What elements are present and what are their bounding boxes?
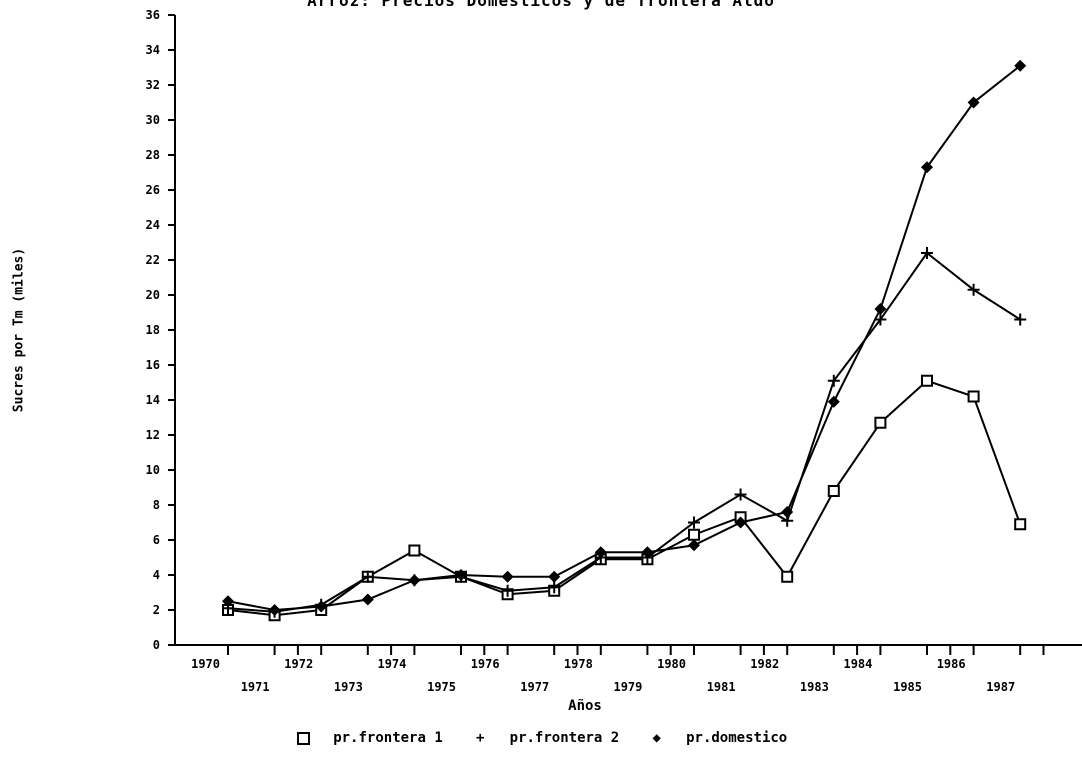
series-3 [222,59,1027,616]
series-line [227,379,1022,617]
y-tick-label: 26 [146,183,160,197]
x-tick-label: 1973 [334,680,363,694]
data-point [1014,518,1027,531]
y-tick-label: 18 [146,323,160,337]
legend: pr.frontera 1 + pr.frontera 2 ◆ pr.domes… [0,730,1082,746]
data-point [967,390,980,403]
legend-label: pr.frontera 1 [333,730,443,746]
y-tick-label: 6 [153,533,160,547]
y-tick-label: 14 [146,393,160,407]
data-point [548,570,561,583]
data-point [594,546,607,559]
data-point [781,506,794,518]
y-tick-label: 4 [153,568,160,582]
series-1 [222,374,1027,622]
data-point [408,574,421,587]
data-point [361,593,374,606]
data-point [268,604,281,616]
data-point [921,374,933,387]
data-point [1014,59,1027,72]
data-point [827,395,840,408]
x-tick-label: 1974 [377,657,406,671]
x-axis-label: Años [568,698,602,714]
y-tick-label: 30 [146,113,160,127]
y-tick-label: 32 [146,78,160,92]
data-point [501,570,514,583]
chart-title: Arroz: Precios Domesticos y de frontera … [307,0,775,10]
x-tick-label: 1980 [657,657,686,671]
data-point [222,595,234,608]
square-marker-icon [295,730,313,746]
data-point [734,488,747,501]
data-point [827,374,840,387]
data-point [874,416,887,429]
data-point [315,600,328,613]
data-point [548,581,561,594]
x-tick-label: 1981 [707,680,736,694]
x-tick-label: 1972 [284,657,313,671]
data-point [408,544,421,557]
legend-label: pr.frontera 2 [509,730,620,746]
y-tick-label: 22 [146,253,160,267]
data-point [874,313,887,326]
x-tick-label: 1976 [471,657,500,671]
data-point [967,283,980,296]
y-tick-label: 10 [146,463,160,477]
y-tick-label: 24 [146,218,160,232]
series-2 [222,247,1027,618]
data-point [455,569,467,581]
x-axis-ticks: 1970 1971 1972 1973 1974 1975 1976 1977 1978 1979… [191,645,1045,694]
data-point [921,161,933,174]
y-tick-label: 12 [146,428,160,442]
x-tick-label: 1970 [191,657,220,671]
x-tick-label: 1979 [613,680,642,694]
x-tick-label: 1983 [800,680,829,694]
y-tick-label: 28 [146,148,160,162]
data-point [921,247,933,259]
y-tick-label: 20 [146,288,160,302]
legend-item-3: ◆ pr.domestico [648,730,788,746]
data-point [688,539,700,552]
y-tick-label: 34 [146,43,160,57]
data-point [967,96,980,109]
y-tick-label: 16 [146,358,160,372]
legend-label: pr.domestico [686,730,788,746]
data-point [688,516,700,529]
data-point [1014,313,1027,326]
y-tick-label: 0 [153,638,160,652]
x-tick-label: 1985 [893,680,922,694]
y-tick-label: 36 [146,8,160,22]
legend-item-1: pr.frontera 1 [295,730,443,746]
data-point [361,570,374,583]
series-group [222,59,1027,622]
x-tick-label: 1987 [986,680,1015,694]
x-tick-label: 1975 [427,680,456,694]
diamond-marker-icon: ◆ [652,730,661,746]
data-point [781,570,794,583]
data-point [874,303,887,315]
x-tick-label: 1982 [750,657,779,671]
data-point [734,516,747,529]
data-point [501,584,514,597]
y-tick-label: 2 [153,603,160,617]
plus-marker-icon: + [475,730,485,746]
x-tick-label: 1978 [564,657,593,671]
series-line [227,64,1021,612]
data-point [827,485,840,497]
data-point [688,528,700,541]
x-tick-label: 1984 [843,657,872,671]
x-tick-label: 1971 [241,680,270,694]
data-point [641,546,654,559]
series-line [227,251,1021,613]
y-axis-label: Sucres por Tm (miles) [11,247,27,413]
y-tick-label: 8 [153,498,160,512]
axes [174,15,1082,646]
x-tick-label: 1977 [520,680,549,694]
x-tick-label: 1986 [937,657,966,671]
legend-item-2: + pr.frontera 2 [471,730,619,746]
